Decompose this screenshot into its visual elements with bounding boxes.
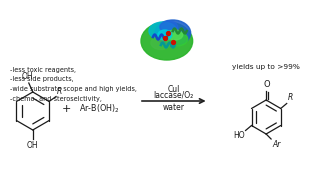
- Ellipse shape: [151, 36, 171, 50]
- Ellipse shape: [155, 20, 191, 46]
- Text: OH: OH: [22, 72, 34, 81]
- Text: HO: HO: [233, 132, 244, 140]
- Ellipse shape: [166, 32, 188, 46]
- Text: -less side products,: -less side products,: [10, 77, 74, 83]
- Text: OH: OH: [27, 141, 39, 150]
- Text: -wide substrate scope and high yields,: -wide substrate scope and high yields,: [10, 86, 137, 92]
- Text: -chemo- and steroselctivity,: -chemo- and steroselctivity,: [10, 95, 102, 101]
- Ellipse shape: [158, 30, 172, 40]
- Ellipse shape: [160, 21, 178, 33]
- Ellipse shape: [149, 22, 177, 40]
- Text: +: +: [62, 104, 71, 114]
- Text: R: R: [57, 87, 62, 95]
- Ellipse shape: [141, 22, 193, 60]
- Text: O: O: [264, 80, 270, 89]
- Text: CuI: CuI: [167, 85, 180, 94]
- Ellipse shape: [167, 30, 183, 40]
- Text: R: R: [288, 94, 293, 102]
- Text: yields up to >99%: yields up to >99%: [232, 64, 300, 70]
- Text: Ar-B(OH)$_2$: Ar-B(OH)$_2$: [79, 103, 120, 115]
- Text: Ar: Ar: [272, 140, 281, 149]
- Text: water: water: [163, 103, 185, 112]
- Text: -less toxic reagents,: -less toxic reagents,: [10, 67, 76, 73]
- Text: laccase/O₂: laccase/O₂: [154, 91, 194, 100]
